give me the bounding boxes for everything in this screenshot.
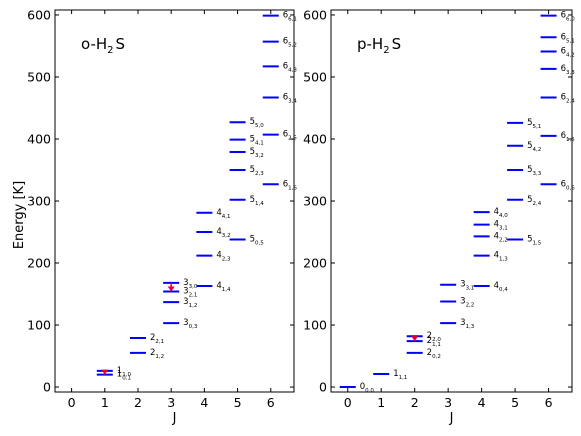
- y-tick-label: 500: [27, 69, 51, 84]
- panel-title: o-H2 S: [81, 35, 125, 56]
- y-tick-label: 400: [303, 131, 327, 146]
- energy-level-label: 52,3: [250, 165, 265, 177]
- x-tick-label: 0: [344, 395, 352, 410]
- y-tick-label: 400: [27, 131, 51, 146]
- y-tick-label: 0: [319, 380, 327, 395]
- x-tick-label: 1: [101, 395, 109, 410]
- energy-level-label: 40,4: [494, 281, 509, 293]
- x-tick-label: 3: [444, 395, 452, 410]
- energy-level-label: 61,5: [561, 131, 576, 143]
- transition-arrowhead: [411, 336, 419, 342]
- y-tick-label: 200: [27, 256, 51, 271]
- energy-level-label: 32,1: [183, 287, 197, 299]
- x-tick-label: 3: [167, 395, 175, 410]
- energy-level-label: 63,3: [561, 64, 576, 76]
- energy-level-label: 42,3: [216, 251, 231, 263]
- energy-level-label: 42,2: [494, 231, 508, 243]
- energy-level-label: 66,1: [283, 11, 297, 23]
- energy-level-label: 10,1: [117, 370, 131, 382]
- x-tick-label: 1: [377, 395, 385, 410]
- x-tick-label: 2: [134, 395, 142, 410]
- energy-level-label: 33,0: [183, 278, 198, 290]
- energy-level-label: 53,2: [250, 147, 264, 159]
- energy-level-label: 11,1: [393, 369, 407, 381]
- y-tick-label: 0: [43, 380, 51, 395]
- energy-level-label: 31,2: [183, 297, 197, 309]
- energy-level-label: 43,1: [494, 220, 508, 232]
- x-tick-label: 2: [411, 395, 419, 410]
- energy-level-label: 11,0: [117, 366, 132, 378]
- energy-level-label: 51,5: [527, 234, 542, 246]
- energy-level-label: 64,3: [283, 61, 298, 73]
- energy-level-label: 33,1: [460, 280, 474, 292]
- panel-o-h2s: 0 100 200 300 400 500 600 0 1 2 3 4 5 6 Jo-H2 S 11,010,1…: [27, 7, 297, 426]
- energy-level-label: 50,5: [250, 234, 265, 246]
- energy-level-label: 62,5: [283, 130, 298, 142]
- energy-level-label: 44,1: [216, 208, 230, 220]
- energy-level-label: 22,1: [150, 333, 164, 345]
- x-tick-label: 6: [545, 395, 553, 410]
- energy-level-label: 66,0: [561, 11, 576, 23]
- y-tick-label: 600: [303, 7, 327, 22]
- energy-level-label: 22,0: [427, 331, 442, 343]
- x-axis-label: J: [449, 411, 454, 426]
- x-tick-label: 5: [234, 395, 242, 410]
- energy-level-label: 21,1: [427, 336, 441, 348]
- energy-level-label: 31,3: [460, 318, 475, 330]
- energy-level-label: 60,6: [561, 179, 576, 191]
- energy-level-label: 21,2: [150, 348, 164, 360]
- y-tick-label: 500: [303, 69, 327, 84]
- energy-level-label: 43,2: [216, 227, 230, 239]
- y-tick-label: 600: [27, 7, 51, 22]
- energy-level-label: 41,3: [494, 251, 509, 263]
- x-tick-label: 4: [478, 395, 486, 410]
- energy-level-label: 65,1: [561, 32, 575, 44]
- energy-level-label: 20,2: [427, 348, 441, 360]
- energy-level-label: 00,0: [360, 382, 375, 394]
- panel-p-h2s: 0 100 200 300 400 500 600 0 1 2 3 4 5 6 Jp-H2 S 00,0 11,1…: [303, 7, 575, 426]
- transition-arrowhead: [101, 369, 109, 375]
- transition-arrowhead: [167, 286, 175, 292]
- energy-level-label: 55,1: [527, 118, 541, 130]
- y-tick-label: 300: [27, 194, 51, 209]
- x-tick-label: 5: [511, 395, 519, 410]
- y-axis-label: Energy [K]: [12, 181, 27, 249]
- x-tick-label: 0: [68, 395, 76, 410]
- energy-level-label: 65,2: [283, 37, 297, 49]
- y-tick-label: 100: [27, 318, 51, 333]
- x-axis-label: J: [172, 411, 177, 426]
- x-tick-label: 4: [200, 395, 208, 410]
- energy-level-label: 62,4: [561, 92, 576, 104]
- y-tick-label: 100: [303, 318, 327, 333]
- energy-level-label: 54,2: [527, 141, 541, 153]
- x-tick-label: 6: [267, 395, 275, 410]
- energy-level-label: 51,4: [250, 195, 265, 207]
- energy-level-label: 61,6: [283, 179, 298, 191]
- energy-level-label: 64,2: [561, 47, 575, 59]
- energy-level-label: 53,3: [527, 165, 542, 177]
- energy-level-label: 54,1: [250, 135, 264, 147]
- y-tick-label: 300: [303, 194, 327, 209]
- energy-level-label: 52,4: [527, 195, 542, 207]
- energy-level-label: 30,3: [183, 318, 198, 330]
- energy-level-label: 63,4: [283, 92, 298, 104]
- energy-level-label: 55,0: [250, 117, 265, 129]
- y-tick-label: 200: [303, 256, 327, 271]
- energy-level-label: 41,4: [216, 281, 231, 293]
- energy-level-label: 44,0: [494, 207, 509, 219]
- panel-title: p-H2 S: [357, 35, 401, 56]
- energy-level-label: 32,2: [460, 296, 474, 308]
